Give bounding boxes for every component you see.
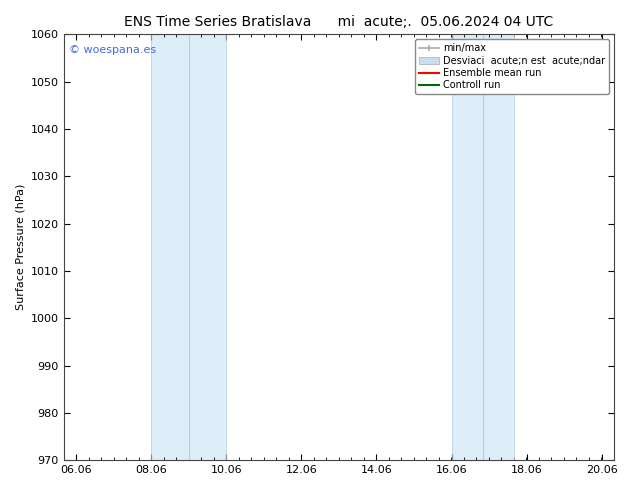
Bar [451, 34, 483, 460]
Legend: min/max, Desviaci  acute;n est  acute;ndar, Ensemble mean run, Controll run: min/max, Desviaci acute;n est acute;ndar… [415, 39, 609, 94]
Bar [151, 34, 189, 460]
Y-axis label: Surface Pressure (hPa): Surface Pressure (hPa) [15, 184, 25, 311]
Bar [189, 34, 226, 460]
Title: ENS Time Series Bratislava      mi  acute;.  05.06.2024 04 UTC: ENS Time Series Bratislava mi acute;. 05… [124, 15, 553, 29]
Text: © woespana.es: © woespana.es [69, 45, 156, 55]
Bar [483, 34, 514, 460]
